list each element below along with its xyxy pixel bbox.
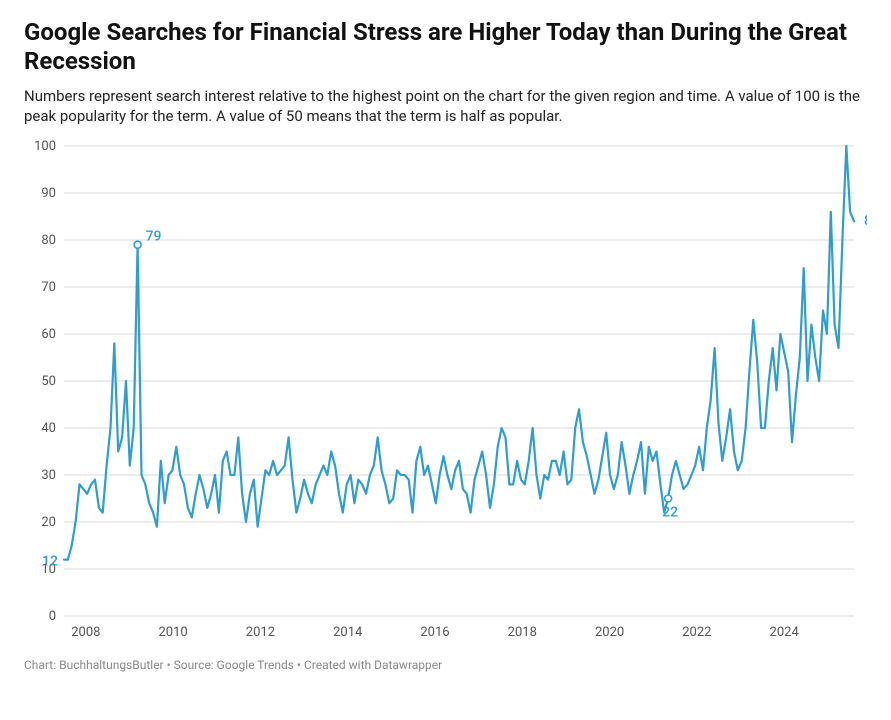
x-tick-label: 2014 bbox=[333, 625, 363, 640]
data-point-marker bbox=[134, 241, 141, 248]
x-tick-label: 2018 bbox=[508, 625, 537, 640]
y-tick-label: 0 bbox=[49, 609, 56, 624]
x-tick-label: 2012 bbox=[246, 625, 275, 640]
y-tick-label: 60 bbox=[41, 327, 56, 342]
data-point-label: 22 bbox=[662, 505, 678, 521]
x-tick-label: 2024 bbox=[770, 625, 800, 640]
x-tick-label: 2010 bbox=[158, 625, 187, 640]
chart-container: Google Searches for Financial Stress are… bbox=[0, 0, 891, 720]
data-point-label: 79 bbox=[146, 229, 162, 245]
y-tick-label: 70 bbox=[41, 280, 56, 295]
y-tick-label: 20 bbox=[41, 515, 56, 530]
y-tick-label: 100 bbox=[34, 140, 56, 154]
y-tick-label: 50 bbox=[41, 374, 56, 389]
data-point-label: 12 bbox=[42, 554, 58, 570]
x-tick-label: 2020 bbox=[595, 625, 624, 640]
x-tick-label: 2022 bbox=[682, 625, 711, 640]
y-tick-label: 80 bbox=[41, 233, 56, 248]
chart-plot-area: 0102030405060708090100200820102012201420… bbox=[24, 140, 867, 650]
chart-subtitle: Numbers represent search interest relati… bbox=[24, 86, 867, 127]
y-tick-label: 30 bbox=[41, 468, 56, 483]
y-tick-label: 40 bbox=[41, 421, 56, 436]
page-title: Google Searches for Financial Stress are… bbox=[24, 18, 867, 76]
data-point-marker bbox=[665, 495, 672, 502]
chart-footer: Chart: BuchhaltungsButler • Source: Goog… bbox=[24, 658, 867, 672]
line-chart-svg: 0102030405060708090100200820102012201420… bbox=[24, 140, 867, 650]
series-line bbox=[64, 146, 854, 560]
data-point-label: 84 bbox=[864, 213, 867, 229]
x-tick-label: 2008 bbox=[71, 625, 100, 640]
y-tick-label: 90 bbox=[41, 186, 56, 201]
x-tick-label: 2016 bbox=[420, 625, 449, 640]
